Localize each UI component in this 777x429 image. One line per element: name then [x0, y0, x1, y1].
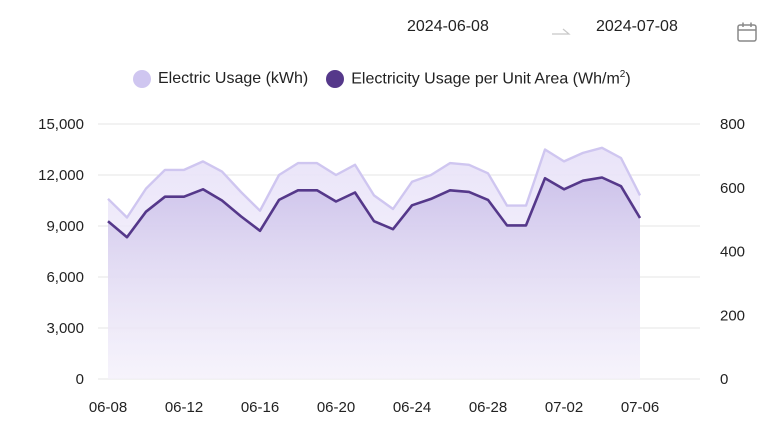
x-tick-label: 06-28	[469, 399, 507, 416]
y-left-tick-label: 15,000	[38, 116, 84, 133]
y-right-tick-label: 200	[720, 307, 745, 324]
x-tick-label: 06-16	[241, 399, 279, 416]
calendar-icon[interactable]	[736, 21, 758, 43]
legend-item-electric-usage[interactable]: Electric Usage (kWh)	[133, 70, 308, 88]
chart-legend: Electric Usage (kWh) Electricity Usage p…	[133, 66, 649, 92]
x-tick-label: 07-06	[621, 399, 659, 416]
series-line-electric-usage	[107, 146, 642, 219]
y-right-tick-label: 400	[720, 244, 745, 261]
legend-label-usage-per-area: Electricity Usage per Unit Area (Wh/m2)	[351, 69, 631, 88]
legend-item-usage-per-area[interactable]: Electricity Usage per Unit Area (Wh/m2)	[326, 69, 631, 88]
x-tick-label: 06-08	[89, 399, 127, 416]
y-left-tick-label: 3,000	[46, 320, 84, 337]
y-left-tick-label: 6,000	[46, 269, 84, 286]
arrow-right-icon	[552, 28, 571, 35]
y-right-tick-label: 0	[720, 371, 728, 388]
x-tick-label: 06-12	[165, 399, 203, 416]
x-tick-label: 07-02	[545, 399, 583, 416]
series-area-usage-per-area	[108, 177, 640, 379]
y-left-tick-label: 9,000	[46, 218, 84, 235]
y-left-tick-label: 12,000	[38, 167, 84, 184]
y-left-tick-label: 0	[76, 371, 84, 388]
legend-label-electric-usage: Electric Usage (kWh)	[158, 70, 309, 87]
end-date[interactable]: 2024-07-08	[596, 18, 678, 35]
x-tick-label: 06-20	[317, 399, 355, 416]
legend-dot-usage-per-area	[326, 69, 345, 88]
x-tick-label: 06-24	[393, 399, 431, 416]
start-date[interactable]: 2024-06-08	[407, 18, 489, 35]
legend-dot-electric-usage	[133, 70, 151, 88]
series-line-usage-per-area	[107, 176, 642, 239]
y-right-tick-label: 600	[720, 180, 745, 197]
y-right-tick-label: 800	[720, 116, 745, 133]
date-range-picker[interactable]: 2024-06-08 2024-07-08	[388, 14, 768, 46]
